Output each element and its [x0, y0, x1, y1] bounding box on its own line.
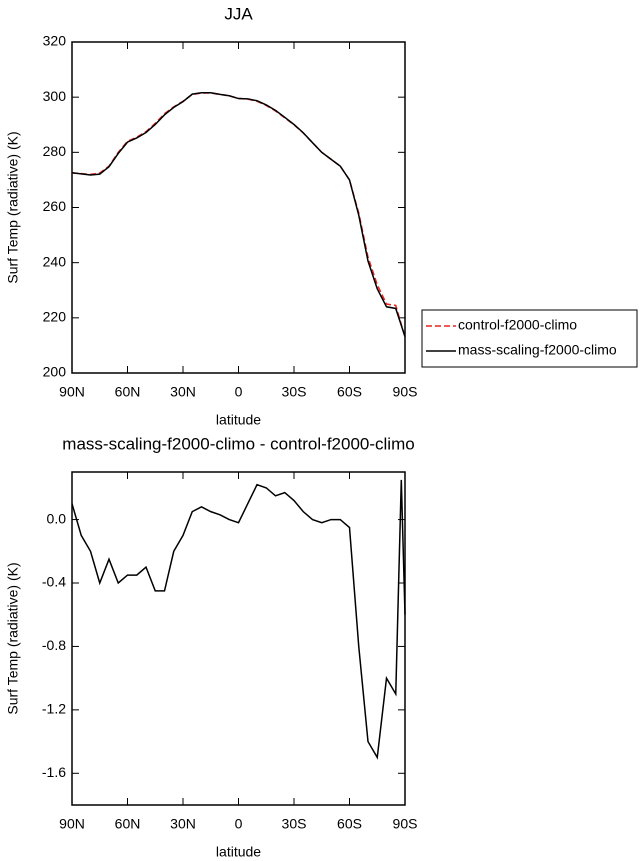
x-tick-label: 90S — [393, 384, 418, 400]
x-tick-label: 60S — [337, 816, 362, 832]
chart-title: JJA — [224, 4, 253, 23]
y-tick-label: 200 — [43, 364, 67, 380]
chart-title: mass-scaling-f2000-climo - control-f2000… — [62, 434, 414, 453]
y-tick-label: 280 — [43, 143, 67, 159]
x-tick-label: 30S — [282, 384, 307, 400]
legend-box — [421, 309, 638, 368]
legend-label: control-f2000-climo — [458, 317, 577, 333]
x-tick-label: 30N — [170, 384, 196, 400]
y-tick-label: 220 — [43, 309, 67, 325]
x-tick-label: 60N — [115, 816, 141, 832]
y-axis-label: Surf Temp (radiative) (K) — [5, 131, 21, 283]
series-line — [71, 92, 406, 337]
series-line — [71, 479, 406, 760]
x-tick-label: 60N — [115, 384, 141, 400]
x-axis-label: latitude — [216, 412, 261, 428]
y-tick-label: 320 — [43, 33, 67, 49]
x-tick-label: 30S — [282, 816, 307, 832]
legend-label: mass-scaling-f2000-climo — [458, 342, 617, 358]
plot-frame — [71, 41, 406, 374]
y-tick-label: -1.2 — [42, 701, 66, 717]
x-tick-label: 0 — [235, 816, 243, 832]
y-axis-label: Surf Temp (radiative) (K) — [5, 562, 21, 714]
y-tick-label: 260 — [43, 198, 67, 214]
y-tick-label: -0.8 — [42, 637, 66, 653]
x-tick-label: 90S — [393, 816, 418, 832]
x-tick-label: 0 — [235, 384, 243, 400]
x-tick-label: 30N — [170, 816, 196, 832]
y-tick-label: 0.0 — [47, 510, 67, 526]
x-axis-label: latitude — [216, 844, 261, 860]
y-tick-label: -0.4 — [42, 574, 66, 590]
y-tick-label: 300 — [43, 88, 67, 104]
series-line — [71, 92, 406, 338]
x-tick-label: 60S — [337, 384, 362, 400]
y-tick-label: -1.6 — [42, 764, 66, 780]
x-tick-label: 90N — [59, 384, 85, 400]
y-tick-label: 240 — [43, 253, 67, 269]
x-tick-label: 90N — [59, 816, 85, 832]
